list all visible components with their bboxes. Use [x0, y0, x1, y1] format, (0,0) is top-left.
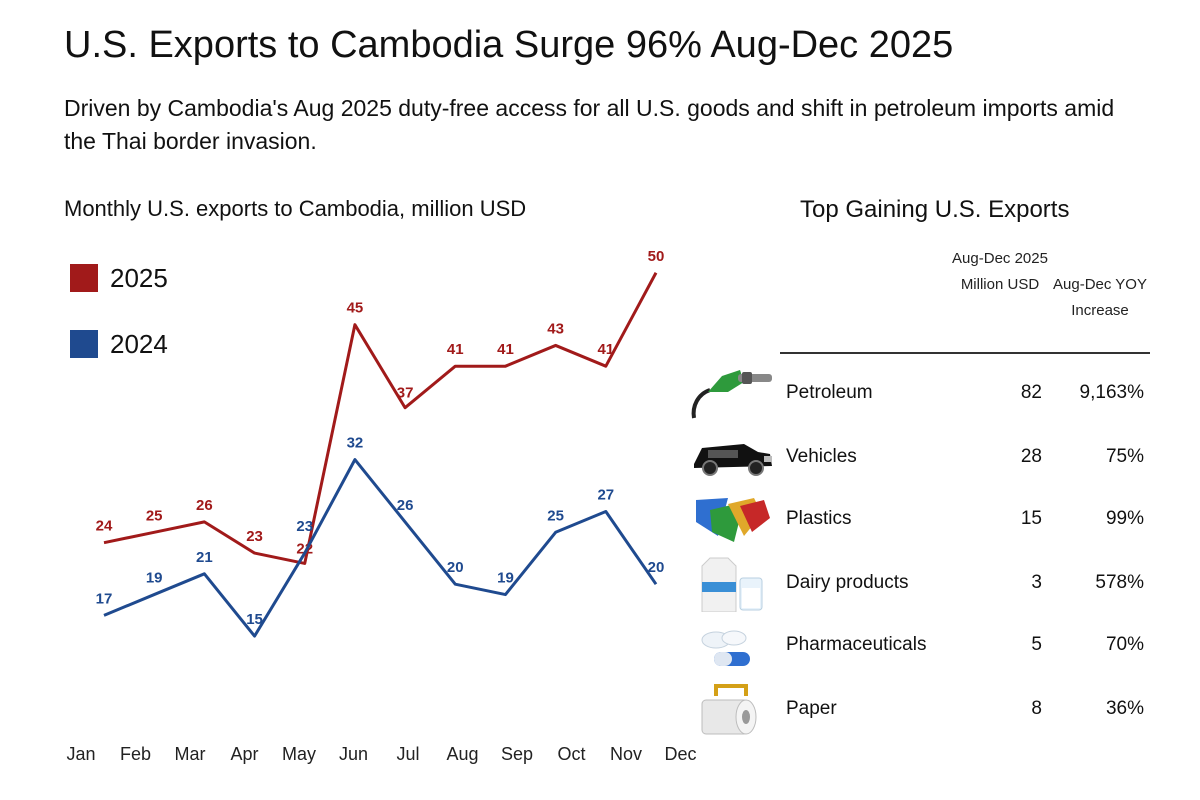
table-row: Plastics 15 99% — [684, 490, 1154, 550]
data-label-2025: 50 — [648, 248, 665, 265]
data-label-2025: 45 — [347, 300, 364, 317]
col-header-yoy: Aug-Dec YOY Increase — [1053, 276, 1147, 319]
row-name: Petroleum — [786, 382, 873, 403]
page-title: U.S. Exports to Cambodia Surge 96% Aug-D… — [64, 24, 954, 66]
line-chart: Jan Feb Mar Apr May Jun Jul Aug Sep Oct Nov Dec2025… — [66, 248, 696, 764]
row-usd: 8 — [1031, 698, 1042, 719]
vehicle-icon — [694, 444, 772, 476]
legend-swatch-2024 — [70, 330, 98, 358]
series-line-2025 — [103, 272, 658, 565]
row-yoy: 578% — [1095, 572, 1144, 593]
data-label-2024: 19 — [146, 570, 163, 587]
table-row: Dairy products 3 578% — [684, 554, 1154, 614]
data-label-2024: 27 — [597, 487, 614, 504]
row-name: Dairy products — [786, 572, 909, 593]
row-yoy: 9,163% — [1079, 382, 1144, 403]
data-label-2025: 41 — [497, 341, 514, 358]
row-usd: 5 — [1031, 634, 1042, 655]
row-name: Vehicles — [786, 446, 857, 467]
x-tick-label: Jan — [66, 744, 95, 764]
series-line-2024 — [103, 458, 658, 638]
x-tick-label: Mar — [175, 744, 206, 764]
table-title: Top Gaining U.S. Exports — [800, 196, 1070, 223]
col-header-usd: Aug-Dec 2025 Million USD — [952, 250, 1048, 293]
header-divider — [780, 352, 1150, 354]
pills-icon — [701, 630, 750, 666]
data-label-2025: 26 — [196, 497, 213, 514]
data-label-2024: 21 — [196, 549, 213, 566]
data-label-2024: 26 — [397, 497, 414, 514]
data-label-2025: 23 — [246, 528, 263, 545]
chart-title: Monthly U.S. exports to Cambodia, millio… — [64, 196, 527, 221]
table-row: Pharmaceuticals 5 70% — [684, 616, 1154, 676]
data-label-2025: 43 — [547, 320, 564, 337]
x-tick-label: Apr — [230, 744, 258, 764]
row-yoy: 99% — [1105, 508, 1144, 529]
data-label-2025: 37 — [397, 385, 414, 402]
table-row: Petroleum 82 9,163% — [684, 364, 1154, 424]
data-label-2024: 17 — [96, 590, 113, 607]
data-label-2025: 25 — [146, 507, 163, 524]
data-label-2024: 25 — [547, 507, 564, 524]
row-name: Paper — [786, 698, 837, 719]
x-tick-label: Nov — [610, 744, 642, 764]
row-name: Pharmaceuticals — [786, 634, 927, 655]
x-tick-label: Dec — [664, 744, 696, 764]
paper-roll-icon — [701, 684, 757, 735]
data-label-2025: 41 — [447, 341, 464, 358]
row-yoy: 75% — [1105, 446, 1144, 467]
row-usd: 28 — [1020, 446, 1042, 467]
legend-label-2025: 2025 — [110, 263, 168, 293]
x-tick-label: Sep — [501, 744, 533, 764]
data-label-2024: 23 — [296, 518, 313, 535]
milk-carton-icon — [701, 557, 763, 612]
table-row: Vehicles 28 75% — [684, 428, 1154, 488]
data-label-2024: 19 — [497, 570, 514, 587]
row-usd: 15 — [1020, 508, 1042, 529]
page-subtitle: Driven by Cambodia's Aug 2025 duty-free … — [64, 95, 1115, 155]
row-usd: 3 — [1031, 572, 1042, 593]
row-usd: 82 — [1020, 382, 1042, 403]
x-tick-label: Jul — [396, 744, 419, 764]
fuel-pump-icon — [691, 370, 772, 419]
table-row: Paper 8 36% — [684, 680, 1154, 740]
row-yoy: 36% — [1105, 698, 1144, 719]
x-tick-label: Oct — [557, 744, 585, 764]
data-label-2025: 24 — [96, 518, 113, 535]
legend-label-2024: 2024 — [110, 329, 168, 359]
data-label-2024: 32 — [347, 435, 364, 452]
x-tick-label: May — [282, 744, 316, 764]
data-label-2024: 20 — [447, 559, 464, 576]
x-tick-label: Aug — [446, 744, 478, 764]
data-label-2025: 41 — [597, 341, 614, 358]
x-tick-label: Jun — [339, 744, 368, 764]
data-label-2024: 15 — [246, 611, 263, 628]
row-name: Plastics — [786, 508, 852, 529]
legend-swatch-2025 — [70, 264, 98, 292]
plastics-icon — [696, 498, 770, 542]
x-tick-label: Feb — [120, 744, 151, 764]
row-yoy: 70% — [1105, 634, 1144, 655]
data-label-2024: 20 — [648, 559, 665, 576]
